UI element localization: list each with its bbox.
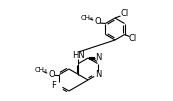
- Text: Cl: Cl: [128, 34, 137, 43]
- Text: O: O: [49, 70, 55, 79]
- Text: O: O: [95, 17, 101, 26]
- Text: HN: HN: [72, 51, 85, 60]
- Text: N: N: [95, 70, 101, 79]
- Text: Cl: Cl: [121, 8, 129, 17]
- Text: CH₃: CH₃: [35, 67, 48, 74]
- Text: CH₃: CH₃: [81, 15, 94, 21]
- Text: N: N: [95, 54, 101, 63]
- Text: F: F: [51, 81, 56, 90]
